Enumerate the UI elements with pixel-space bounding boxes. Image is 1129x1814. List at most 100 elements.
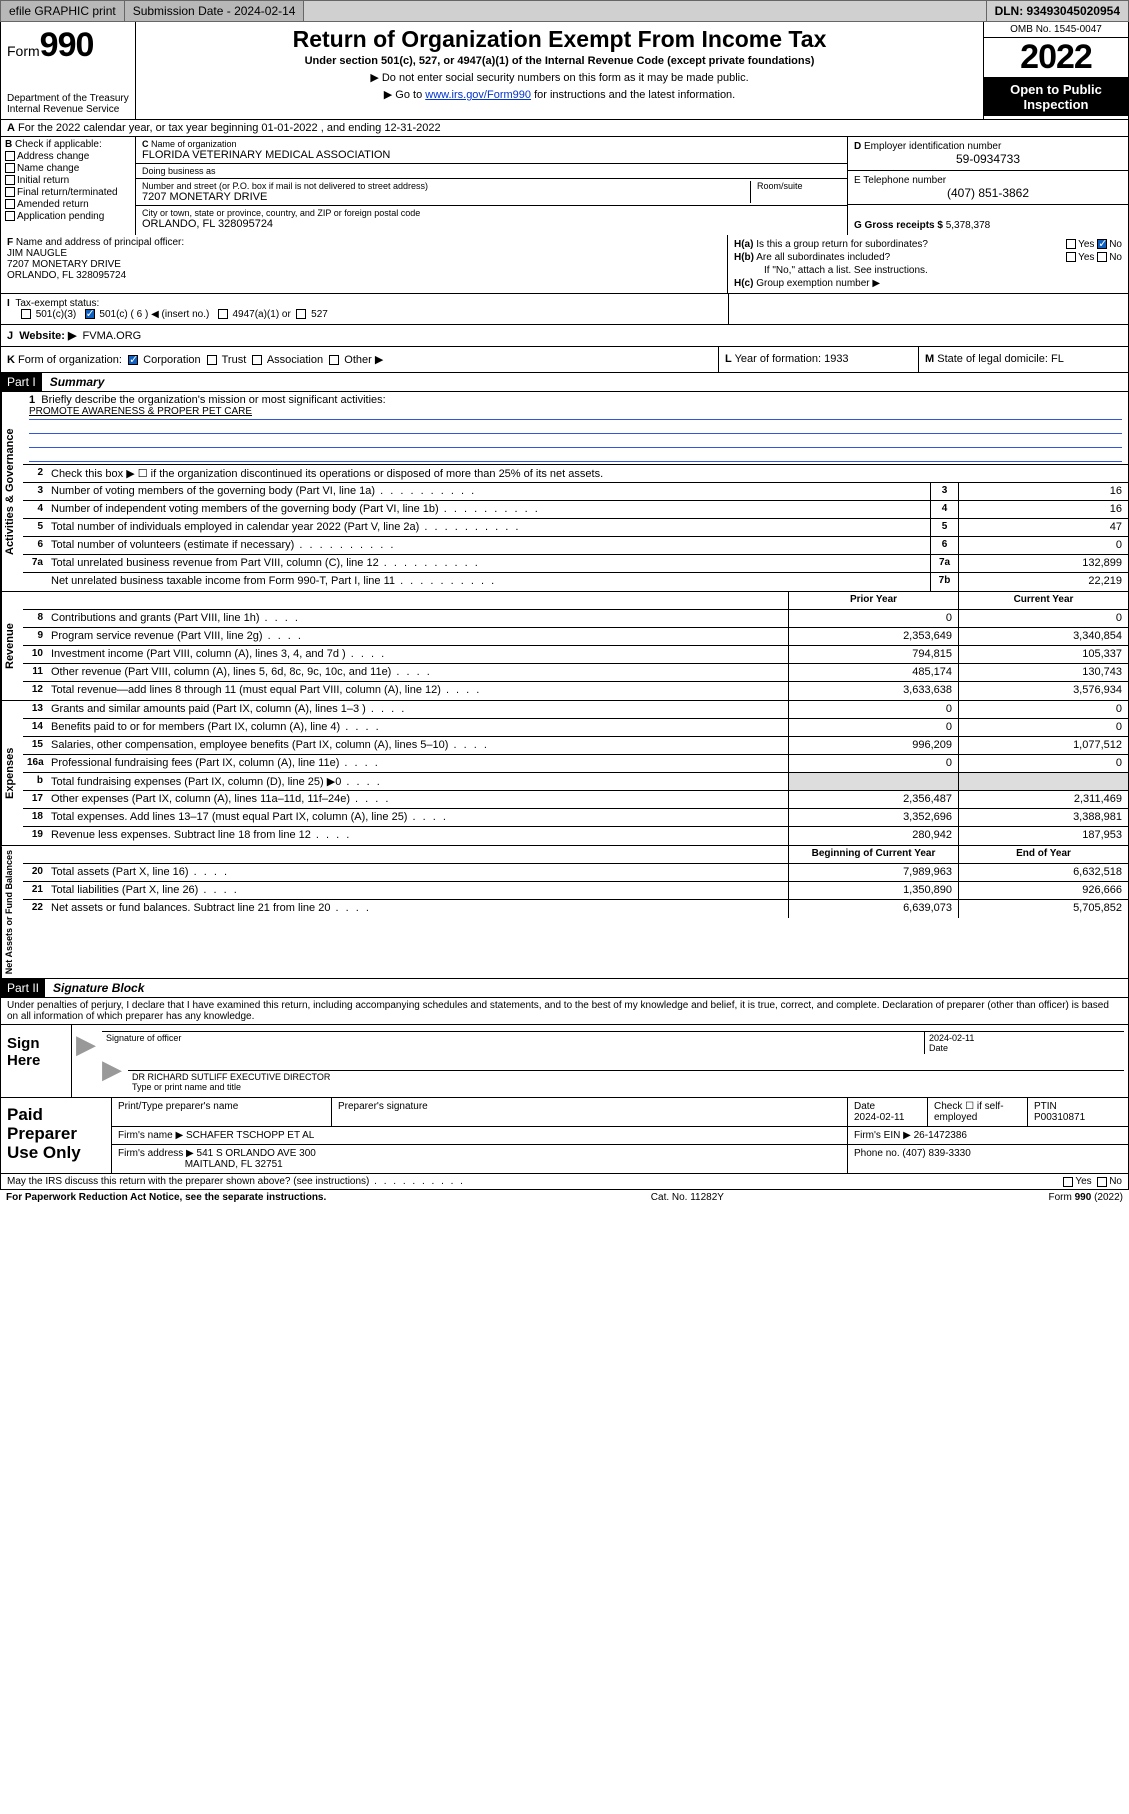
i-501c-chk[interactable] bbox=[85, 309, 95, 319]
topbar: efile GRAPHIC print Submission Date - 20… bbox=[0, 0, 1129, 22]
sign-here-block: Sign Here ▶ Signature of officer 2024-02… bbox=[0, 1025, 1129, 1098]
table-row: 14Benefits paid to or for members (Part … bbox=[23, 719, 1128, 737]
col-boy: Beginning of Current Year bbox=[788, 846, 958, 863]
cat-no: Cat. No. 11282Y bbox=[326, 1192, 1048, 1203]
tax-year: 2022 bbox=[984, 38, 1128, 77]
table-row: 19Revenue less expenses. Subtract line 1… bbox=[23, 827, 1128, 845]
discuss-yes-chk[interactable] bbox=[1063, 1177, 1073, 1187]
firm-ein: 26-1472386 bbox=[914, 1130, 967, 1141]
chk-initial-return[interactable]: Initial return bbox=[5, 175, 131, 186]
firm-addr-label: Firm's address ▶ bbox=[118, 1148, 194, 1159]
hb-yes: Yes bbox=[1078, 252, 1094, 263]
paid-row-3: Firm's address ▶ 541 S ORLANDO AVE 300 M… bbox=[112, 1145, 1128, 1173]
ha-no-chk[interactable] bbox=[1097, 239, 1107, 249]
col-current: Current Year bbox=[958, 592, 1128, 609]
prep-selfemp: Check ☐ if self-employed bbox=[928, 1098, 1028, 1126]
h-block: H(a) Is this a group return for subordin… bbox=[728, 235, 1128, 293]
dln-label: DLN: 93493045020954 bbox=[987, 1, 1128, 21]
footer-line: For Paperwork Reduction Act Notice, see … bbox=[0, 1190, 1129, 1205]
hb-no: No bbox=[1109, 252, 1122, 263]
form-subtitle: Under section 501(c), 527, or 4947(a)(1)… bbox=[146, 55, 973, 67]
net-header-row: Beginning of Current Year End of Year bbox=[23, 846, 1128, 864]
row-klm: K Form of organization: Corporation Trus… bbox=[0, 347, 1129, 373]
k-form-org: K Form of organization: Corporation Trus… bbox=[1, 347, 718, 372]
p1-governance: Activities & Governance 1 Briefly descri… bbox=[0, 392, 1129, 592]
irs-label: Internal Revenue Service bbox=[7, 104, 129, 115]
officer-name: JIM NAUGLE bbox=[7, 248, 67, 259]
l2-row: 2Check this box ▶ ☐ if the organization … bbox=[23, 464, 1128, 483]
col-b: B Check if applicable: Address change Na… bbox=[1, 137, 136, 235]
i-4947-chk[interactable] bbox=[218, 309, 228, 319]
table-row: 11Other revenue (Part VIII, column (A), … bbox=[23, 664, 1128, 682]
city-label: City or town, state or province, country… bbox=[142, 208, 841, 218]
paid-row-1: Print/Type preparer's name Preparer's si… bbox=[112, 1098, 1128, 1127]
hb-yes-chk[interactable] bbox=[1066, 252, 1076, 262]
table-row: 21Total liabilities (Part X, line 26)1,3… bbox=[23, 882, 1128, 900]
paid-label: Paid Preparer Use Only bbox=[1, 1098, 111, 1173]
opt-final: Final return/terminated bbox=[17, 187, 118, 198]
hc-text: Group exemption number ▶ bbox=[756, 278, 880, 289]
org-name: FLORIDA VETERINARY MEDICAL ASSOCIATION bbox=[142, 149, 841, 161]
opt-name: Name change bbox=[17, 163, 79, 174]
hb-no-chk[interactable] bbox=[1097, 252, 1107, 262]
period-text: For the 2022 calendar year, or tax year … bbox=[18, 122, 441, 134]
ein-label: Employer identification number bbox=[864, 141, 1001, 152]
firm-addr1: 541 S ORLANDO AVE 300 bbox=[197, 1148, 316, 1159]
chk-final-return[interactable]: Final return/terminated bbox=[5, 187, 131, 198]
form-title: Return of Organization Exempt From Incom… bbox=[146, 26, 973, 53]
rev-header-row: Prior Year Current Year bbox=[23, 592, 1128, 610]
k-trust-chk[interactable] bbox=[207, 355, 217, 365]
sig-date: 2024-02-11 bbox=[929, 1033, 974, 1043]
ha-text: Is this a group return for subordinates? bbox=[756, 239, 928, 250]
k-other-chk[interactable] bbox=[329, 355, 339, 365]
table-row: 17Other expenses (Part IX, column (A), l… bbox=[23, 791, 1128, 809]
table-row: 18Total expenses. Add lines 13–17 (must … bbox=[23, 809, 1128, 827]
col-d: D Employer identification number 59-0934… bbox=[848, 137, 1128, 235]
i-527-chk[interactable] bbox=[296, 309, 306, 319]
k-o4: Other ▶ bbox=[344, 354, 383, 366]
firm-ein-label: Firm's EIN ▶ bbox=[854, 1130, 911, 1141]
sign-body: ▶ Signature of officer 2024-02-11Date ▶ … bbox=[71, 1025, 1128, 1097]
c-city-cell: City or town, state or province, country… bbox=[136, 206, 847, 232]
officer-addr1: 7207 MONETARY DRIVE bbox=[7, 259, 121, 270]
k-o2: Trust bbox=[222, 354, 247, 366]
discuss-no: No bbox=[1109, 1176, 1122, 1187]
ha-no: No bbox=[1109, 239, 1122, 250]
prep-date-label: Date bbox=[854, 1101, 875, 1112]
table-row: 5Total number of individuals employed in… bbox=[23, 519, 1128, 537]
p1-rev-body: Prior Year Current Year 8Contributions a… bbox=[23, 592, 1128, 700]
p1-gov-body: 1 Briefly describe the organization's mi… bbox=[23, 392, 1128, 591]
chk-amended[interactable]: Amended return bbox=[5, 199, 131, 210]
d-ein-cell: D Employer identification number 59-0934… bbox=[848, 137, 1128, 171]
gross-label: G Gross receipts $ bbox=[854, 220, 943, 231]
open-to-public: Open to Public Inspection bbox=[984, 77, 1128, 116]
k-assoc-chk[interactable] bbox=[252, 355, 262, 365]
part-i-label: Part I bbox=[1, 373, 42, 391]
row-a-period: A For the 2022 calendar year, or tax yea… bbox=[0, 120, 1129, 137]
chk-app-pending[interactable]: Application pending bbox=[5, 211, 131, 222]
paid-row-2: Firm's name ▶ SCHAFER TSCHOPP ET AL Firm… bbox=[112, 1127, 1128, 1145]
prep-date: 2024-02-11 bbox=[854, 1112, 904, 1123]
p1-exp-body: 13Grants and similar amounts paid (Part … bbox=[23, 701, 1128, 845]
part-i-title: Summary bbox=[42, 375, 105, 389]
gross-value: 5,378,378 bbox=[946, 220, 991, 231]
table-row: bTotal fundraising expenses (Part IX, co… bbox=[23, 773, 1128, 791]
submission-date-button[interactable]: Submission Date - 2024-02-14 bbox=[125, 1, 305, 21]
col-eoy: End of Year bbox=[958, 846, 1128, 863]
chk-address-change[interactable]: Address change bbox=[5, 151, 131, 162]
efile-print-button[interactable]: efile GRAPHIC print bbox=[1, 1, 125, 21]
ein-value: 59-0934733 bbox=[854, 152, 1122, 166]
c-name-label: Name of organization bbox=[151, 139, 237, 149]
table-row: 15Salaries, other compensation, employee… bbox=[23, 737, 1128, 755]
k-corp-chk[interactable] bbox=[128, 355, 138, 365]
discuss-no-chk[interactable] bbox=[1097, 1177, 1107, 1187]
instructions-link[interactable]: www.irs.gov/Form990 bbox=[425, 89, 531, 101]
table-row: Net unrelated business taxable income fr… bbox=[23, 573, 1128, 591]
note2-pre: ▶ Go to bbox=[384, 89, 425, 101]
table-row: 8Contributions and grants (Part VIII, li… bbox=[23, 610, 1128, 628]
street-label: Number and street (or P.O. box if mail i… bbox=[142, 181, 744, 191]
row-j: J Website: ▶ FVMA.ORG bbox=[0, 325, 1129, 347]
i-501c3-chk[interactable] bbox=[21, 309, 31, 319]
chk-name-change[interactable]: Name change bbox=[5, 163, 131, 174]
ha-yes-chk[interactable] bbox=[1066, 239, 1076, 249]
